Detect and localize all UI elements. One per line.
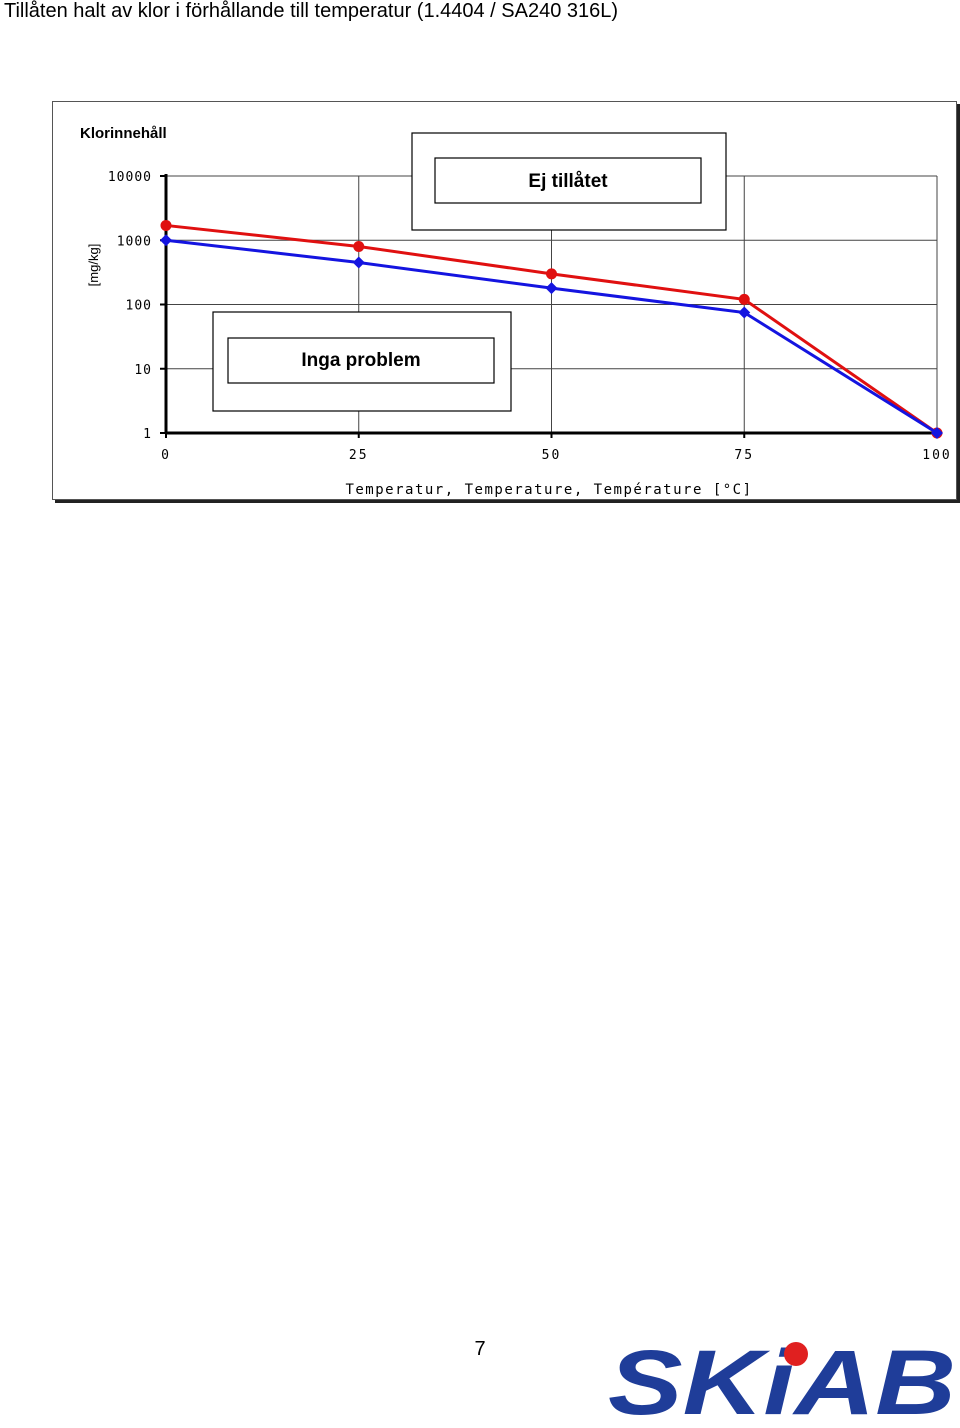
x-tick-label: 100	[922, 448, 951, 463]
series-group	[160, 219, 943, 439]
data-point	[931, 427, 943, 439]
data-point	[546, 268, 557, 280]
data-point	[352, 256, 365, 269]
annotation-label: Inga problem	[301, 350, 420, 371]
chart-title: Klorinnehåll	[80, 125, 167, 142]
y-tick-label: 10	[134, 363, 152, 378]
annotations: Ej tillåtet Inga problem	[212, 132, 727, 412]
annotation-box: Inga problem	[212, 311, 512, 412]
logo-dot	[784, 1342, 808, 1366]
annotation-box: Ej tillåtet	[411, 132, 727, 231]
y-tick-label: 1	[143, 427, 152, 442]
page-number: 7	[474, 1338, 486, 1360]
data-point	[738, 293, 750, 305]
x-tick-label: 75	[734, 448, 754, 463]
chart-frame: Klorinnehåll [mg/kg] Temperatur, Tempera…	[52, 101, 957, 500]
tick-labels: 1 10 100 1000 10000 0 25 50 75 100	[108, 170, 951, 463]
logo-text: SKiAB	[608, 1338, 956, 1424]
data-point	[545, 282, 558, 295]
annotation-inner-frame	[227, 337, 495, 384]
x-tick-label: 0	[161, 448, 171, 463]
y-axis-label: [mg/kg]	[86, 244, 101, 287]
y-tick-label: 1000	[117, 234, 152, 249]
x-tick-label: 50	[542, 448, 562, 463]
x-axis-label: Temperatur, Temperature, Température [°C…	[345, 482, 752, 498]
y-tick-label: 10000	[108, 170, 152, 185]
skiab-logo: SKiAB	[608, 1338, 956, 1424]
chklor-chart: Klorinnehåll [mg/kg] Temperatur, Tempera…	[80, 125, 951, 498]
data-point	[160, 219, 172, 231]
data-point	[738, 306, 751, 319]
x-tick-label: 25	[349, 448, 369, 463]
data-point	[160, 234, 172, 247]
annotation-label: Ej tillåtet	[528, 171, 608, 192]
annotation-inner-frame	[434, 157, 702, 204]
y-tick-label: 100	[126, 299, 152, 314]
page-title: Tillåten halt av klor i förhållande till…	[4, 0, 619, 22]
data-point	[353, 240, 365, 252]
